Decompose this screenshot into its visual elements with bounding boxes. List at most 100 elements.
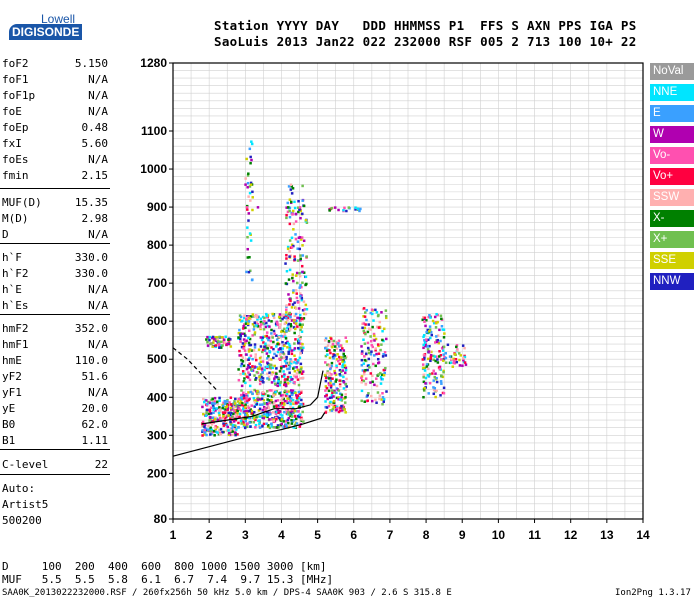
echo-point (255, 402, 259, 406)
echo-point (259, 327, 262, 331)
echo-point (369, 353, 373, 356)
echo-point (224, 405, 228, 409)
echo-point (297, 338, 300, 341)
echo-point (325, 349, 329, 353)
echo-point (238, 402, 242, 405)
echo-point (209, 430, 212, 433)
echo-point (247, 329, 251, 333)
echo-point (213, 418, 217, 421)
echo-point (455, 344, 459, 347)
echo-point (300, 238, 303, 241)
echo-point (212, 419, 215, 423)
echo-point (379, 348, 382, 352)
echo-point (259, 378, 263, 381)
echo-point (299, 370, 303, 374)
echo-point (300, 298, 304, 302)
echo-point (271, 312, 274, 316)
echo-point (432, 369, 435, 373)
echo-point (422, 375, 425, 379)
echo-point (338, 392, 342, 395)
echo-point (272, 405, 276, 408)
echo-point (293, 206, 297, 210)
echo-point (249, 354, 253, 357)
echo-point (359, 207, 362, 211)
echo-point (360, 358, 364, 362)
echo-point (291, 367, 295, 370)
echo-point (234, 405, 238, 408)
echo-point (293, 354, 296, 357)
echo-point (263, 409, 267, 413)
param-name: foF2 (2, 57, 29, 70)
echo-point (249, 315, 253, 318)
echo-point (243, 332, 246, 336)
echo-point (378, 320, 382, 324)
param-value: 2.98 (81, 212, 109, 225)
echo-point (266, 377, 269, 380)
param-name: h`Es (2, 299, 29, 312)
echo-point (288, 215, 292, 219)
echo-point (261, 350, 264, 354)
echo-point (332, 382, 335, 386)
echo-point (340, 396, 343, 399)
echo-point (287, 322, 291, 326)
echo-point (202, 433, 206, 436)
echo-point (375, 352, 378, 356)
echo-point (249, 390, 252, 394)
echo-point (374, 398, 377, 402)
echo-point (339, 374, 342, 377)
echo-point (363, 315, 367, 318)
echo-point (229, 423, 233, 426)
echo-point (203, 429, 206, 432)
echo-point (276, 381, 280, 385)
echo-point (238, 407, 241, 411)
echo-point (206, 402, 209, 406)
echo-point (362, 329, 366, 333)
echo-point (229, 420, 232, 424)
echo-point (218, 342, 221, 346)
echo-point (456, 349, 459, 352)
echo-point (278, 392, 281, 395)
x-tick-label: 11 (528, 528, 541, 542)
param-name: foEp (2, 121, 29, 134)
echo-point (247, 172, 250, 175)
echo-point (366, 346, 370, 350)
logo-lowell: Lowell (41, 12, 76, 26)
echo-point (284, 425, 287, 428)
echo-point (290, 392, 294, 395)
echo-point (219, 433, 223, 436)
echo-point (287, 278, 291, 281)
y-tick-label: 200 (147, 466, 167, 480)
echo-point (324, 337, 328, 340)
echo-point (261, 410, 265, 413)
echo-point (295, 372, 299, 375)
echo-point (283, 356, 286, 359)
echo-point (211, 397, 214, 401)
echo-point (239, 334, 242, 338)
echo-point (272, 394, 275, 397)
echo-point (424, 344, 427, 347)
echo-point (235, 426, 238, 430)
param-value: N/A (88, 283, 108, 296)
echo-point (327, 382, 331, 385)
echo-point (255, 358, 258, 362)
echo-point (301, 199, 304, 202)
echo-point (229, 403, 233, 406)
echo-point (287, 390, 290, 393)
param-row: h`E N/A (2, 283, 108, 297)
echo-point (439, 380, 443, 383)
echo-point (375, 325, 379, 329)
echo-point (323, 339, 327, 342)
echo-point (341, 409, 344, 412)
echo-point (295, 422, 299, 425)
echo-point (282, 313, 285, 317)
echo-point (272, 316, 276, 320)
echo-point (287, 416, 291, 420)
echo-point (442, 336, 446, 339)
echo-point (299, 368, 303, 371)
echo-point (344, 383, 348, 386)
echo-point (207, 412, 211, 416)
echo-point (376, 357, 380, 361)
echo-point (280, 375, 284, 378)
echo-point (298, 272, 301, 275)
